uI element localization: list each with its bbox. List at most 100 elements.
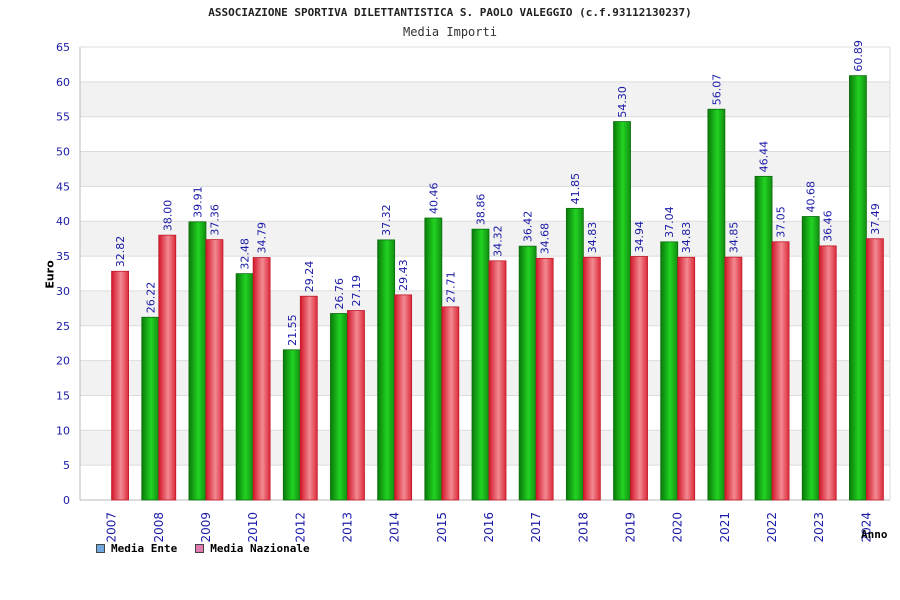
bar [235,273,254,501]
data-label: 26.22 [144,282,157,314]
bar [394,294,413,501]
bar [424,217,443,501]
data-label: 40.46 [427,183,440,215]
data-label: 27.19 [350,275,363,307]
x-tick-label: 2015 [435,512,449,543]
y-tick-label: 65 [56,41,70,54]
x-tick-label: 2019 [624,512,638,543]
data-label: 29.43 [397,259,410,291]
bar [707,108,726,501]
data-label: 39.91 [191,186,204,218]
data-label: 46.44 [758,141,771,173]
bar [535,257,554,501]
x-tick-label: 2008 [152,512,166,543]
data-label: 34.83 [680,222,693,254]
data-label: 37.36 [208,204,221,236]
bar [754,175,773,501]
data-label: 37.05 [775,206,788,238]
data-label: 37.49 [869,203,882,235]
bar [565,207,584,501]
y-tick-label: 40 [56,215,70,228]
bar [582,256,601,501]
x-tick-label: 2009 [199,512,213,543]
y-tick-label: 25 [56,320,70,333]
y-tick-label: 60 [56,76,70,89]
x-tick-label: 2024 [859,512,873,543]
grid-band [80,81,890,117]
y-tick-label: 30 [56,285,70,298]
y-tick-label: 20 [56,355,70,368]
data-label: 34.85 [727,222,740,254]
x-tick-label: 2010 [246,512,260,543]
bar [347,310,365,501]
data-label: 38.86 [475,194,488,226]
data-label: 34.79 [256,222,269,254]
legend-swatch-media-ente [96,544,105,553]
bar [488,260,507,501]
bar [299,295,318,501]
legend: Media Ente Media Nazionale [96,542,310,555]
bar [518,245,537,501]
bar [158,234,177,501]
bar [771,241,790,501]
x-axis-label: Anno [861,528,888,541]
y-axis-label: Euro [43,260,57,289]
y-tick-label: 0 [63,494,70,507]
y-tick-label: 10 [56,424,70,437]
legend-label-media-nazionale: Media Nazionale [210,542,310,555]
x-tick-label: 2023 [812,512,826,543]
data-label: 36.42 [522,211,535,243]
bar [111,270,129,501]
bar [630,256,648,501]
bar [660,241,679,501]
x-tick-label: 2016 [482,512,496,543]
bar [188,221,207,501]
bar [849,75,867,501]
data-label: 60.89 [852,40,865,72]
data-label: 41.85 [569,173,582,205]
chart-title: ASSOCIAZIONE SPORTIVA DILETTANTISTICA S.… [208,6,692,19]
bar [282,349,301,501]
bar [377,239,396,501]
data-label: 56.07 [710,74,723,106]
bar [818,245,837,501]
bar [724,256,743,501]
y-tick-label: 15 [56,389,70,402]
chart-subtitle: Media Importi [403,25,497,39]
data-label: 34.32 [492,225,505,257]
y-tick-label: 50 [56,146,70,159]
y-tick-label: 45 [56,180,70,193]
data-label: 34.68 [539,223,552,255]
legend-label-media-ente: Media Ente [111,542,178,555]
x-tick-label: 2014 [388,512,402,543]
x-tick-label: 2007 [105,512,119,543]
legend-item-media-nazionale: Media Nazionale [195,542,310,555]
x-tick-label: 2012 [293,512,307,543]
bar [677,256,696,501]
bar [205,239,224,501]
x-tick-label: 2022 [765,512,779,543]
x-tick-label: 2013 [340,512,354,543]
bar [330,313,348,501]
data-label: 40.68 [805,181,818,213]
data-label: 54.30 [616,86,629,118]
x-tick-label: 2018 [576,512,590,543]
data-label: 36.46 [822,210,835,242]
data-label: 21.55 [286,314,299,346]
data-label: 32.48 [239,238,252,270]
bar [441,306,460,501]
legend-item-media-ente: Media Ente [96,542,177,555]
x-tick-label: 2021 [718,512,732,543]
x-tick-label: 2017 [529,512,543,543]
data-label: 32.82 [114,236,127,268]
data-label: 34.83 [586,222,599,254]
data-label: 26.76 [333,278,346,310]
legend-swatch-media-nazionale [195,544,205,553]
y-tick-label: 35 [56,250,70,263]
y-tick-label: 55 [56,111,70,124]
data-label: 37.32 [380,204,393,236]
data-label: 38.00 [161,200,174,232]
data-label: 27.71 [444,271,457,303]
data-label: 37.04 [663,206,676,238]
